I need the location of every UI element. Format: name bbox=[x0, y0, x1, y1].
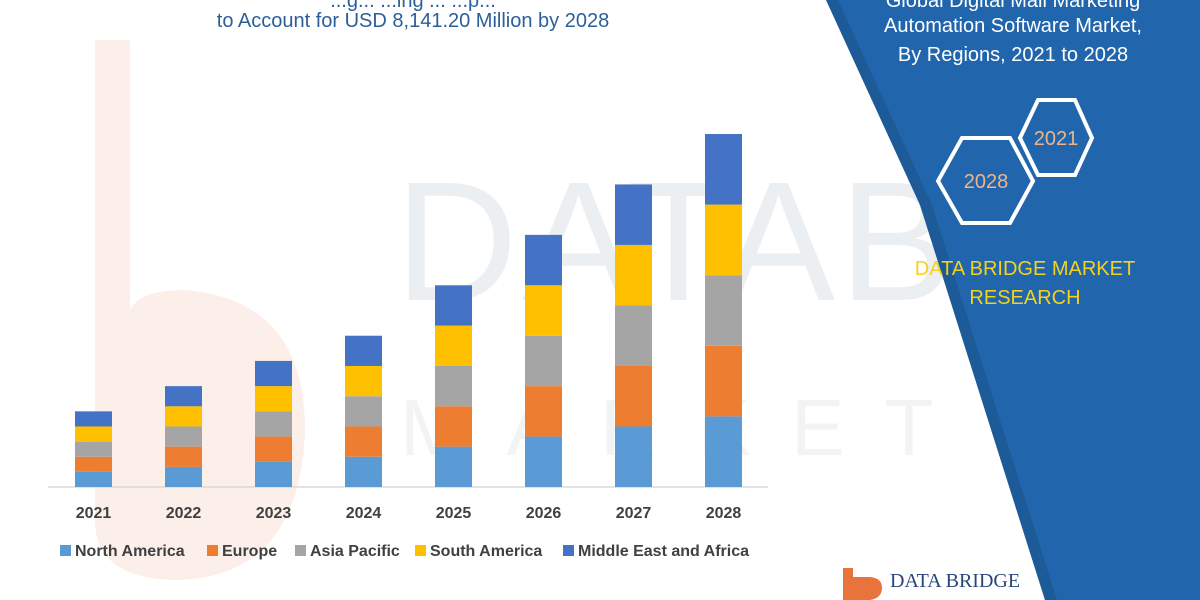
bar-2028-series-3 bbox=[705, 204, 742, 276]
bar-2027-series-3 bbox=[615, 244, 652, 306]
x-tick-label-2027: 2027 bbox=[616, 505, 652, 522]
legend-swatch-2 bbox=[295, 545, 306, 556]
legend-label-1: Europe bbox=[222, 543, 277, 560]
bar-2021-series-4 bbox=[75, 411, 112, 427]
side-panel-title-line-3: By Regions, 2021 to 2028 bbox=[897, 44, 1129, 66]
bar-2024-series-3 bbox=[345, 365, 382, 397]
bar-2023-series-1 bbox=[255, 436, 292, 462]
legend-label-3: South America bbox=[430, 543, 542, 560]
bar-2026-series-2 bbox=[525, 335, 562, 387]
legend: North America Europe Asia Pacific South Ame… bbox=[60, 543, 749, 560]
bar-2022-series-4 bbox=[165, 386, 202, 407]
bar-2022-series-1 bbox=[165, 446, 202, 467]
bars-group bbox=[75, 134, 742, 487]
legend-swatch-0 bbox=[60, 545, 71, 556]
bar-2023-series-0 bbox=[255, 461, 292, 487]
hexagon-2028: 2028 bbox=[935, 136, 1036, 225]
bar-2024-series-2 bbox=[345, 396, 382, 427]
chart-title-line-2: to Account for USD 8,141.20 Million by 2… bbox=[216, 10, 610, 32]
bar-2028-series-0 bbox=[705, 416, 742, 487]
bar-2027-series-0 bbox=[615, 426, 652, 487]
side-panel-title-line-1: Global Digital Mail Marketing bbox=[885, 0, 1141, 12]
legend-label-2: Asia Pacific bbox=[310, 543, 400, 560]
bar-2027-series-1 bbox=[615, 365, 652, 427]
bar-2022-series-2 bbox=[165, 426, 202, 447]
bar-2023-series-2 bbox=[255, 411, 292, 437]
hexagon-year-2021: 2021 bbox=[1034, 128, 1079, 150]
bar-2025-series-3 bbox=[435, 325, 472, 366]
bar-2021-series-1 bbox=[75, 456, 112, 472]
bar-2024-series-0 bbox=[345, 456, 382, 487]
bar-2024-series-4 bbox=[345, 335, 382, 366]
legend-swatch-1 bbox=[207, 545, 218, 556]
side-panel-title-line-2: Automation Software Market, bbox=[884, 15, 1142, 37]
bar-2026-series-4 bbox=[525, 234, 562, 286]
x-tick-labels: 2021 2022 2023 2024 2025 2026 2027 2028 bbox=[76, 505, 742, 522]
legend-swatch-3 bbox=[415, 545, 426, 556]
x-tick-label-2023: 2023 bbox=[256, 505, 292, 522]
hexagon-2021: 2021 bbox=[1017, 98, 1095, 177]
x-tick-label-2028: 2028 bbox=[706, 505, 742, 522]
bottom-logo-text: DATA BRIDGE bbox=[890, 570, 1021, 592]
bar-2025-series-4 bbox=[435, 285, 472, 326]
bar-2025-series-2 bbox=[435, 365, 472, 407]
legend-swatch-4 bbox=[563, 545, 574, 556]
side-panel-background bbox=[826, 0, 1200, 600]
bar-2027-series-4 bbox=[615, 184, 652, 245]
bar-2028-series-2 bbox=[705, 275, 742, 346]
bar-2025-series-0 bbox=[435, 446, 472, 487]
bar-2021-series-0 bbox=[75, 471, 112, 487]
side-panel-shadow bbox=[826, 0, 1057, 600]
legend-label-0: North America bbox=[75, 543, 185, 560]
hexagon-year-2028: 2028 bbox=[964, 171, 1009, 193]
bar-2021-series-2 bbox=[75, 441, 112, 457]
bottom-logo-icon bbox=[843, 568, 882, 600]
x-tick-label-2022: 2022 bbox=[166, 505, 202, 522]
bar-2021-series-3 bbox=[75, 426, 112, 442]
bar-2023-series-3 bbox=[255, 386, 292, 412]
x-tick-label-2026: 2026 bbox=[526, 505, 562, 522]
legend-label-4: Middle East and Africa bbox=[578, 543, 749, 560]
research-label-line-2: RESEARCH bbox=[969, 287, 1081, 309]
x-tick-label-2021: 2021 bbox=[76, 505, 112, 522]
bar-2025-series-1 bbox=[435, 406, 472, 447]
x-tick-label-2024: 2024 bbox=[346, 505, 382, 522]
bar-2023-series-4 bbox=[255, 360, 292, 387]
bar-2026-series-0 bbox=[525, 436, 562, 487]
bar-2022-series-0 bbox=[165, 466, 202, 487]
bar-2022-series-3 bbox=[165, 406, 202, 427]
bar-2026-series-3 bbox=[525, 285, 562, 336]
bar-2026-series-1 bbox=[525, 386, 562, 437]
research-label-line-1: DATA BRIDGE MARKET bbox=[914, 258, 1136, 280]
bar-2027-series-2 bbox=[615, 305, 652, 366]
bar-2028-series-4 bbox=[705, 134, 742, 205]
chart-title-line-1: ...g... ...ing ... ...p... bbox=[330, 0, 496, 12]
bar-2024-series-1 bbox=[345, 426, 382, 457]
bar-2028-series-1 bbox=[705, 345, 742, 417]
x-tick-label-2025: 2025 bbox=[436, 505, 472, 522]
